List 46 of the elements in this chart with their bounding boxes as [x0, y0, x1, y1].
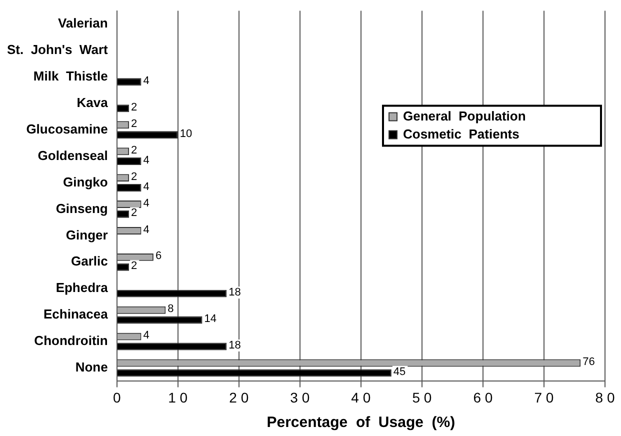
y-tick-label: Chondroitin — [34, 333, 108, 348]
y-tick-label: Gingko — [63, 174, 108, 190]
data-label: 4 — [143, 330, 150, 342]
data-label: 2 — [131, 170, 138, 183]
x-tick-label: 1 0 — [168, 389, 188, 406]
y-tick-label: Ginger — [66, 227, 108, 242]
x-tick-label: 6 0 — [473, 389, 493, 406]
data-label: 2 — [131, 118, 138, 130]
y-tick-label: Garlic — [70, 254, 108, 269]
data-label: 76 — [582, 356, 595, 368]
data-label: 18 — [228, 286, 241, 299]
y-tick-label: Ginseng — [56, 200, 108, 216]
data-label: 4 — [143, 180, 150, 193]
x-tick-label: 2 0 — [229, 389, 249, 406]
data-label: 2 — [131, 144, 138, 156]
y-tick-label: Ephedra — [56, 280, 109, 296]
y-tick-label: St. John's Wart — [6, 42, 109, 58]
data-label: 2 — [131, 101, 138, 114]
x-tick-label: 5 0 — [412, 389, 432, 406]
data-label: 45 — [393, 366, 406, 378]
x-tick-label: 7 0 — [534, 389, 554, 406]
data-label: 6 — [155, 250, 162, 262]
y-tick-label: Echinacea — [44, 306, 109, 322]
x-tick-label: 3 0 — [290, 389, 310, 406]
y-tick-label: Goldenseal — [38, 148, 108, 163]
y-tick-label: Glucosamine — [26, 121, 108, 136]
data-label: 4 — [143, 154, 150, 166]
data-label: 10 — [180, 128, 192, 140]
x-tick-label: 8 0 — [595, 389, 615, 406]
data-label: 18 — [228, 340, 241, 352]
legend-label: Cosmetic Patients — [403, 126, 520, 142]
data-label: 8 — [168, 303, 174, 316]
data-label: 2 — [131, 207, 138, 220]
data-label: 4 — [143, 74, 150, 87]
data-label: 2 — [131, 260, 138, 272]
y-tick-label: Milk Thistle — [33, 68, 108, 84]
x-axis-title: Percentage of Usage (%) — [266, 414, 456, 432]
data-label: 14 — [204, 313, 217, 326]
legend-label: General Population — [403, 108, 526, 124]
y-tick-label: Valerian — [58, 16, 108, 31]
data-label: 4 — [143, 224, 150, 236]
data-label: 4 — [143, 197, 150, 210]
y-tick-label: Kava — [76, 94, 109, 110]
y-tick-label: None — [75, 360, 108, 375]
x-tick-label: 0 — [112, 389, 121, 406]
x-tick-label: 4 0 — [351, 389, 371, 406]
